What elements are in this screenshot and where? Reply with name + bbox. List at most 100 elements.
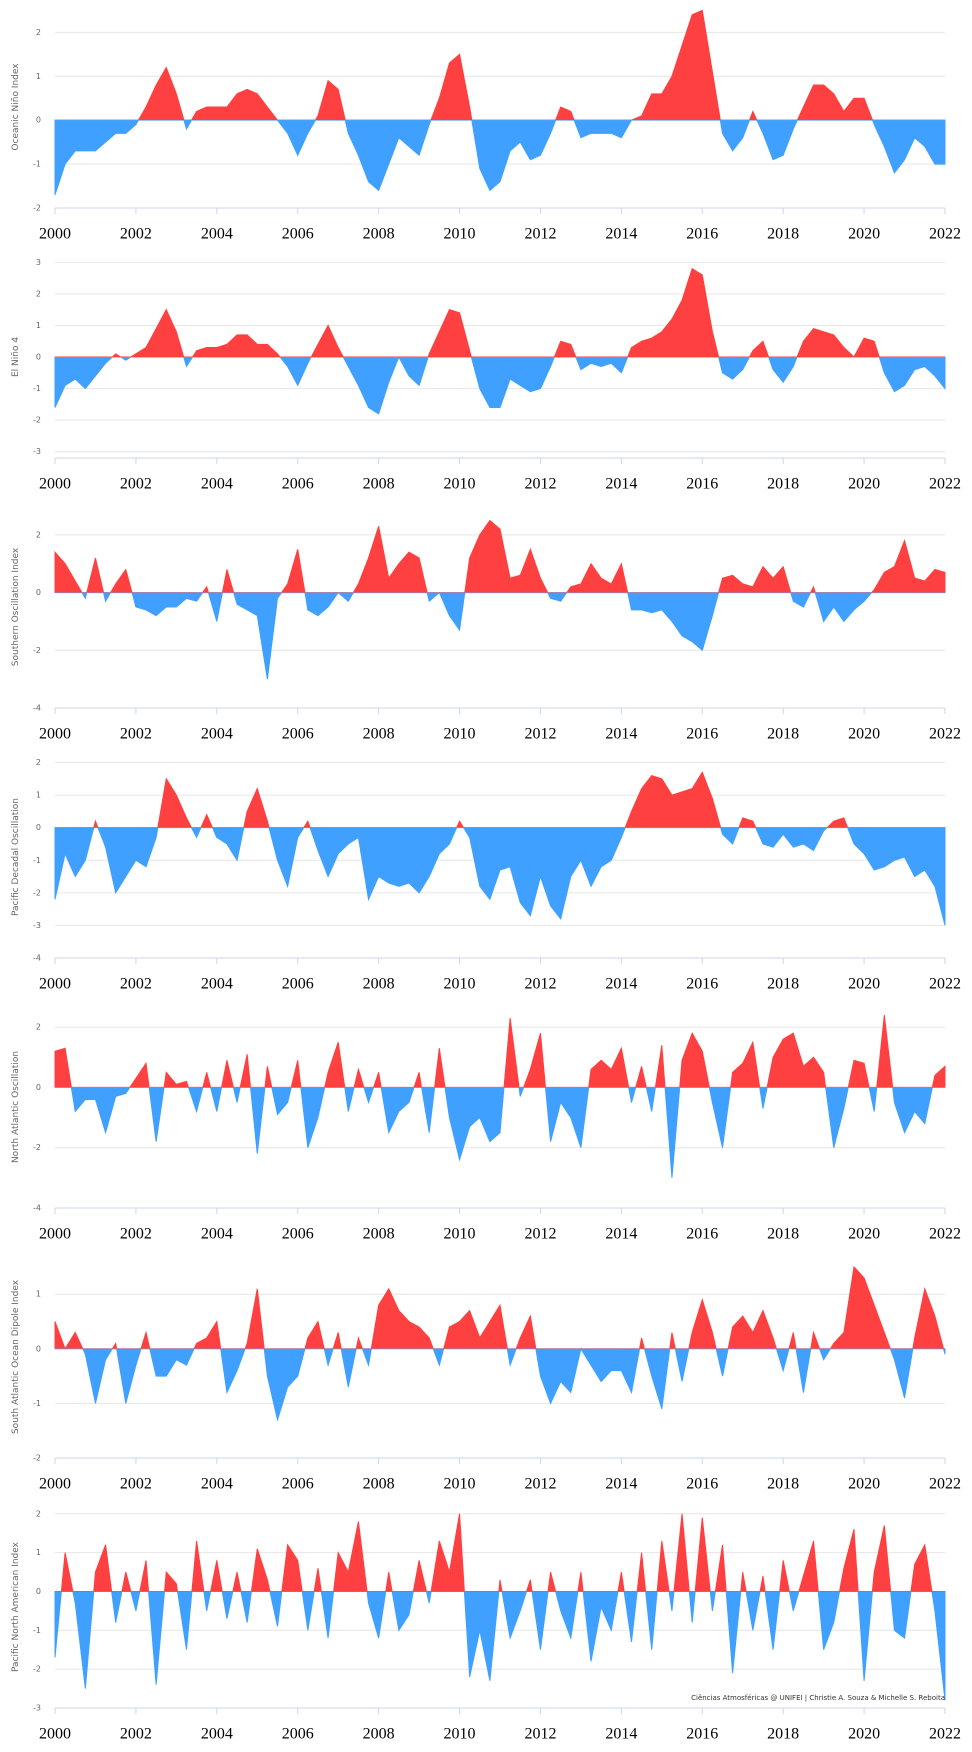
positive-area — [54, 1265, 946, 1349]
y-tick-label: -4 — [33, 954, 41, 963]
x-tick-label: 2016 — [686, 976, 718, 993]
x-tick-label: 2004 — [201, 1226, 233, 1243]
x-tick-label: 2002 — [120, 476, 152, 493]
x-tick-label: 2006 — [282, 1226, 314, 1243]
y-tick-label: -2 — [33, 1143, 41, 1152]
positive-area — [54, 9, 946, 121]
y-tick-label: -3 — [33, 1704, 41, 1713]
x-tick-label: 2010 — [444, 1726, 476, 1743]
y-tick-label: -3 — [33, 447, 41, 456]
y-tick-label: -4 — [33, 1204, 41, 1213]
y-tick-label: 1 — [36, 72, 41, 81]
x-tick-label: 2008 — [363, 726, 395, 743]
x-tick-label: 2008 — [363, 476, 395, 493]
x-tick-label: 2022 — [929, 976, 961, 993]
y-tick-label: 0 — [36, 823, 41, 832]
panel: -4 -2 0 2 2000 2002 2004 2006 2008 2010 2012 2014 20… — [11, 519, 961, 743]
x-tick-label: 2012 — [524, 726, 556, 743]
x-tick-label: 2010 — [444, 726, 476, 743]
x-tick-label: 2016 — [686, 1476, 718, 1493]
y-axis-title: El Niño 4 — [11, 337, 21, 377]
y-tick-label: 0 — [36, 353, 41, 362]
y-tick-label: 2 — [36, 530, 41, 539]
x-tick-label: 2000 — [39, 976, 71, 993]
x-tick-label: 2014 — [605, 976, 637, 993]
y-axis-title: North Atlantic Oscillation — [11, 1051, 21, 1163]
x-tick-label: 2010 — [444, 1226, 476, 1243]
x-tick-label: 2012 — [524, 1726, 556, 1743]
y-tick-label: 2 — [36, 28, 41, 37]
x-tick-label: 2004 — [201, 726, 233, 743]
x-tick-label: 2008 — [363, 226, 395, 243]
x-tick-label: 2016 — [686, 476, 718, 493]
y-tick-label: -2 — [33, 646, 41, 655]
x-tick-label: 2014 — [605, 1726, 637, 1743]
y-tick-label: 1 — [36, 1548, 41, 1557]
x-tick-label: 2012 — [524, 1226, 556, 1243]
x-tick-label: 2012 — [524, 976, 556, 993]
x-tick-label: 2018 — [767, 1726, 799, 1743]
x-tick-label: 2022 — [929, 1726, 961, 1743]
negative-area — [54, 357, 946, 415]
x-tick-label: 2012 — [524, 226, 556, 243]
y-tick-label: -1 — [33, 1399, 41, 1408]
x-tick-label: 2018 — [767, 976, 799, 993]
x-tick-label: 2014 — [605, 1476, 637, 1493]
y-tick-label: 1 — [36, 791, 41, 800]
x-tick-label: 2000 — [39, 476, 71, 493]
x-tick-label: 2010 — [444, 476, 476, 493]
x-tick-label: 2014 — [605, 226, 637, 243]
x-tick-label: 2020 — [848, 1476, 880, 1493]
x-tick-label: 2016 — [686, 726, 718, 743]
x-tick-label: 2006 — [282, 226, 314, 243]
x-tick-label: 2008 — [363, 1226, 395, 1243]
y-tick-label: -1 — [33, 856, 41, 865]
y-tick-label: 0 — [36, 1587, 41, 1596]
positive-area — [54, 519, 946, 593]
y-tick-label: 0 — [36, 1083, 41, 1092]
panel: -4 -2 0 2 2000 2002 2004 2006 2008 2010 2012 2014 20… — [11, 1014, 961, 1243]
y-tick-label: -1 — [33, 160, 41, 169]
x-tick-label: 2016 — [686, 226, 718, 243]
x-tick-label: 2008 — [363, 976, 395, 993]
x-tick-label: 2020 — [848, 226, 880, 243]
y-tick-label: 2 — [36, 1509, 41, 1518]
y-tick-label: -2 — [33, 204, 41, 213]
negative-area — [54, 120, 946, 195]
x-tick-label: 2006 — [282, 1726, 314, 1743]
panel: -2 -1 0 1 2000 2002 2004 2006 2008 2010 2012 2014 20… — [11, 1265, 961, 1493]
y-tick-label: 1 — [36, 1290, 41, 1299]
negative-area — [54, 592, 946, 680]
negative-area — [54, 1591, 946, 1701]
x-tick-label: 2022 — [929, 726, 961, 743]
x-tick-label: 2020 — [848, 1726, 880, 1743]
y-tick-label: 1 — [36, 321, 41, 330]
y-tick-label: 2 — [36, 289, 41, 298]
x-tick-label: 2020 — [848, 726, 880, 743]
x-tick-label: 2010 — [444, 226, 476, 243]
negative-area — [54, 827, 946, 926]
panel: -4 -3 -2 -1 0 1 2 2000 2002 2004 2006 2008 2010 2012 2… — [11, 758, 961, 993]
x-tick-label: 2012 — [524, 1476, 556, 1493]
y-tick-label: 0 — [36, 1344, 41, 1353]
x-tick-label: 2008 — [363, 1726, 395, 1743]
x-tick-label: 2000 — [39, 726, 71, 743]
x-tick-label: 2000 — [39, 226, 71, 243]
y-tick-label: -1 — [33, 1626, 41, 1635]
x-tick-label: 2010 — [444, 1476, 476, 1493]
x-tick-label: 2012 — [524, 476, 556, 493]
x-tick-label: 2002 — [120, 1476, 152, 1493]
x-tick-label: 2006 — [282, 1476, 314, 1493]
y-tick-label: -2 — [33, 1665, 41, 1674]
x-tick-label: 2008 — [363, 1476, 395, 1493]
x-tick-label: 2000 — [39, 1226, 71, 1243]
y-axis-title: Pacific North American Index — [11, 1541, 21, 1672]
y-axis-title: Southern Oscillation Index — [11, 547, 21, 666]
x-tick-label: 2022 — [929, 1226, 961, 1243]
y-tick-label: 0 — [36, 588, 41, 597]
x-tick-label: 2016 — [686, 1226, 718, 1243]
x-tick-label: 2004 — [201, 976, 233, 993]
x-tick-label: 2006 — [282, 976, 314, 993]
positive-area — [54, 1513, 946, 1592]
x-tick-label: 2010 — [444, 976, 476, 993]
